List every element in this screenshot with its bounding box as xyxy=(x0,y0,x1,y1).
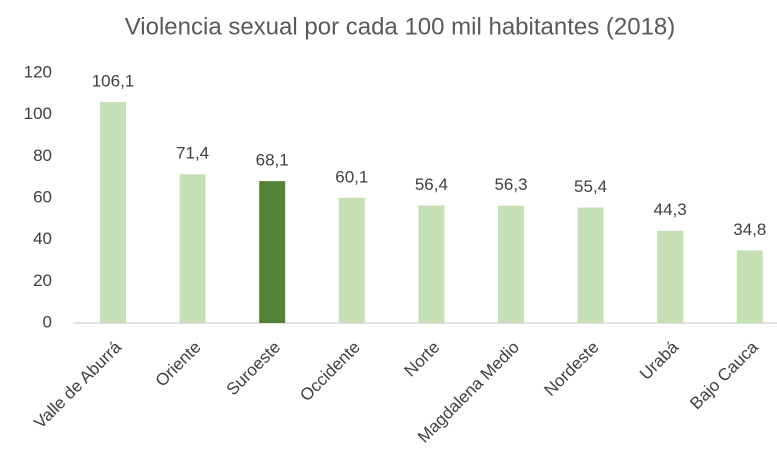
x-tick-label: Oriente xyxy=(152,338,205,391)
x-tick-label: Bajo Cauca xyxy=(686,337,762,413)
value-label: 44,3 xyxy=(654,200,687,219)
bar xyxy=(259,181,286,323)
x-tick-label: Valle de Aburrá xyxy=(30,337,125,432)
bar xyxy=(736,250,763,323)
value-label: 68,1 xyxy=(256,151,289,170)
value-label: 106,1 xyxy=(92,71,135,90)
y-tick-label: 60 xyxy=(33,187,52,206)
x-tick-label: Nordeste xyxy=(540,338,602,400)
y-tick-label: 80 xyxy=(33,146,52,165)
x-tick-label: Suroeste xyxy=(223,338,285,400)
value-label: 34,8 xyxy=(733,220,766,239)
bar xyxy=(657,230,684,323)
bar xyxy=(418,205,445,323)
y-tick-label: 120 xyxy=(24,62,52,81)
bar xyxy=(498,205,524,323)
value-label: 56,3 xyxy=(494,175,527,194)
value-label: 60,1 xyxy=(335,167,368,186)
bar xyxy=(100,101,126,323)
bar xyxy=(179,174,206,323)
x-tick-label: Norte xyxy=(401,338,444,381)
y-tick-label: 40 xyxy=(33,229,52,248)
value-label: 71,4 xyxy=(176,144,209,163)
value-label: 56,4 xyxy=(415,175,448,194)
value-label: 55,4 xyxy=(574,177,607,196)
y-tick-label: 20 xyxy=(33,271,52,290)
x-tick-label: Urabá xyxy=(636,337,683,384)
y-tick-label: 100 xyxy=(24,104,52,123)
bar xyxy=(577,207,604,323)
x-tick-label: Occidente xyxy=(296,338,364,406)
y-tick-label: 0 xyxy=(43,312,52,331)
chart-title: Violencia sexual por cada 100 mil habita… xyxy=(125,13,676,40)
bar xyxy=(338,197,365,323)
